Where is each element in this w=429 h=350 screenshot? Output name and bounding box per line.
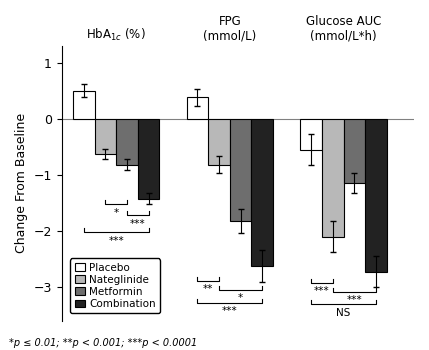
Bar bbox=[322, 119, 344, 237]
Text: FPG
(mmol/L): FPG (mmol/L) bbox=[203, 15, 257, 43]
Text: **: ** bbox=[203, 284, 214, 294]
Bar bbox=[95, 119, 116, 154]
Bar bbox=[300, 119, 322, 150]
Bar bbox=[251, 119, 273, 266]
Text: ***: *** bbox=[314, 286, 330, 296]
Text: ***: *** bbox=[109, 236, 124, 246]
Text: NS: NS bbox=[336, 308, 351, 317]
Text: ***: *** bbox=[130, 219, 146, 229]
Bar bbox=[138, 119, 160, 198]
Text: ***: *** bbox=[347, 295, 362, 305]
Text: *p ≤ 0.01; **p < 0.001; ***p < 0.0001: *p ≤ 0.01; **p < 0.001; ***p < 0.0001 bbox=[9, 338, 197, 348]
Bar bbox=[187, 97, 208, 119]
Text: ***: *** bbox=[222, 306, 238, 316]
Bar bbox=[365, 119, 387, 272]
Text: Glucose AUC
(mmol/L*h): Glucose AUC (mmol/L*h) bbox=[306, 15, 381, 43]
Bar bbox=[208, 119, 230, 165]
Bar bbox=[230, 119, 251, 221]
Text: *: * bbox=[114, 208, 119, 217]
Legend: Placebo, Nateglinide, Metformin, Combination: Placebo, Nateglinide, Metformin, Combina… bbox=[70, 258, 160, 313]
Bar bbox=[116, 119, 138, 165]
Text: HbA$_{1c}$ (%): HbA$_{1c}$ (%) bbox=[86, 27, 146, 43]
Text: *: * bbox=[238, 293, 243, 303]
Bar bbox=[344, 119, 365, 183]
Bar bbox=[73, 91, 95, 119]
Y-axis label: Change From Baseline: Change From Baseline bbox=[15, 113, 28, 253]
